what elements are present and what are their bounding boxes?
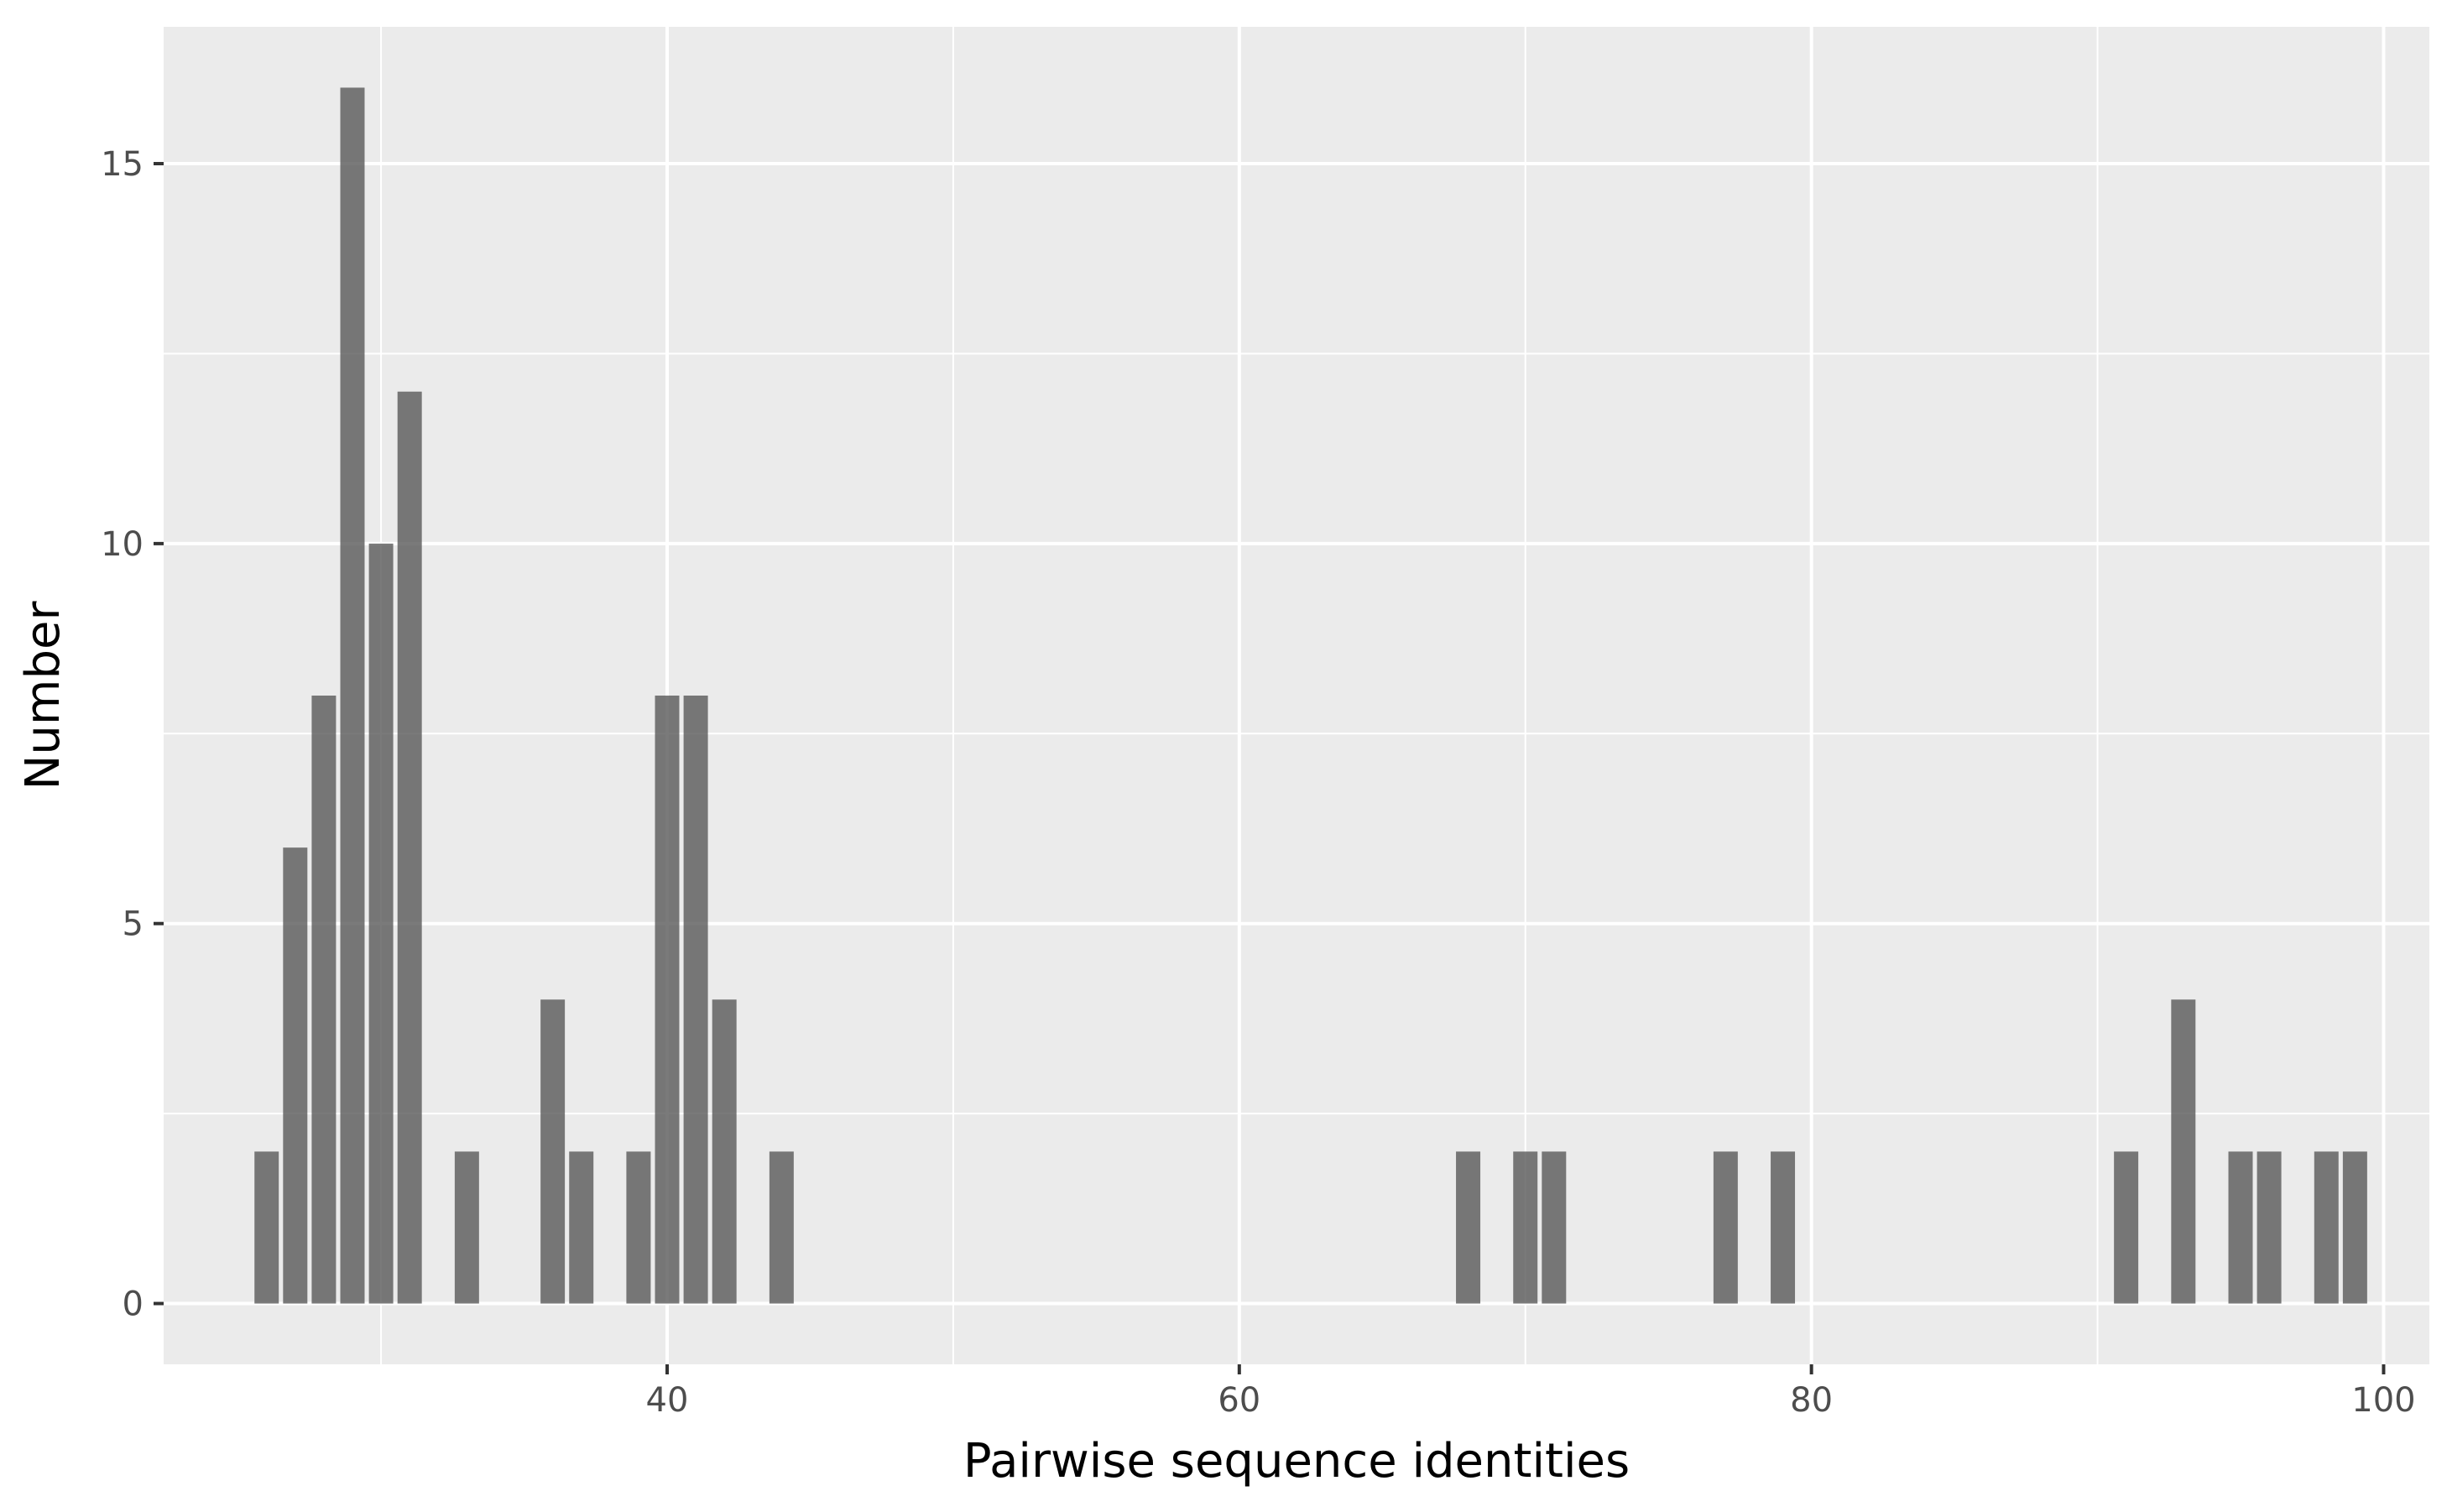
bar [626, 1151, 651, 1304]
bar [1456, 1151, 1481, 1304]
bar [655, 696, 680, 1304]
bars [254, 87, 2367, 1304]
bar [311, 696, 337, 1304]
bar [2342, 1151, 2367, 1304]
y-tick-label: 15 [101, 145, 143, 184]
plot-panel [164, 27, 2429, 1364]
bar [1713, 1151, 1738, 1304]
bar [454, 1151, 479, 1304]
x-tick-label: 80 [1790, 1381, 1833, 1420]
bar [2114, 1151, 2139, 1304]
bar [712, 999, 737, 1304]
bar [540, 999, 566, 1304]
bar [2314, 1151, 2339, 1304]
x-axis-title: Pairwise sequence identities [963, 1434, 1630, 1489]
y-tick-label: 0 [123, 1285, 143, 1324]
bar [1771, 1151, 1796, 1304]
x-tick-label: 60 [1218, 1381, 1260, 1420]
bar [283, 847, 308, 1304]
bar [368, 543, 394, 1304]
bar [683, 696, 708, 1304]
axes: 40 60 80 100 0 5 10 15 [101, 145, 2416, 1420]
bar [1542, 1151, 1567, 1304]
bar [2257, 1151, 2282, 1304]
bar [769, 1151, 794, 1304]
y-tick-label: 10 [101, 525, 143, 564]
bar [340, 87, 365, 1304]
x-tick-label: 40 [646, 1381, 689, 1420]
bar [2171, 999, 2196, 1304]
bar [1513, 1151, 1538, 1304]
x-tick-label: 100 [2351, 1381, 2415, 1420]
bar [397, 391, 422, 1304]
y-tick-label: 5 [123, 905, 143, 944]
bar [569, 1151, 594, 1304]
bar [2228, 1151, 2253, 1304]
bar [254, 1151, 279, 1304]
y-axis-title: Number [16, 601, 70, 790]
